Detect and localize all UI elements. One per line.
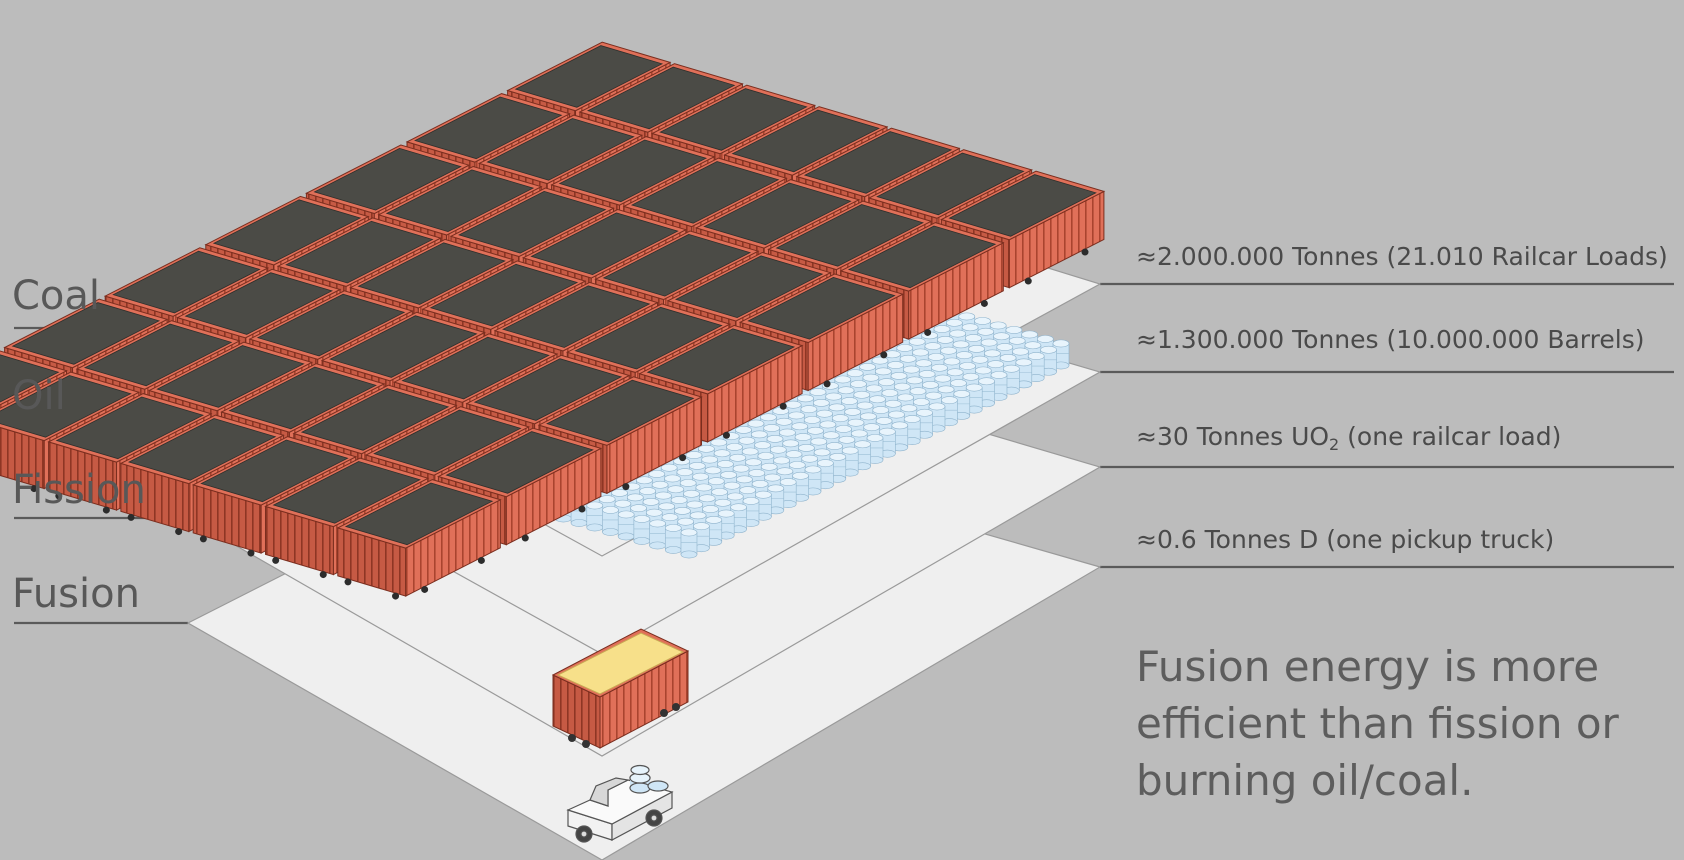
pickup-truck-icon (566, 764, 674, 843)
coal-railcar-icon (336, 479, 502, 600)
oil-barrel-icon (586, 501, 604, 532)
oil-barrel-icon (649, 519, 666, 550)
summary-note: Fusion energy is more efficient than fis… (1136, 642, 1619, 805)
amount-label-coal: ≈2.000.000 Tonnes (21.010 Railcar Loads) (1136, 242, 1668, 271)
amount-label-fusion: ≈0.6 Tonnes D (one pickup truck) (1136, 525, 1555, 554)
layer-label-fusion: Fusion (12, 571, 140, 617)
oil-barrel-icon (705, 515, 723, 546)
oil-barrel-icon (617, 510, 635, 541)
amount-label-fission: ≈30 Tonnes UO2 (one railcar load) (1136, 422, 1562, 453)
layer-label-oil: Oil (12, 373, 66, 419)
amount-fission-subscript: 2 (1329, 435, 1340, 454)
oil-barrel-icon (602, 506, 619, 536)
oil-barrel-icon (903, 415, 921, 445)
oil-barrel-icon (792, 471, 809, 502)
oil-barrel-icon (866, 434, 884, 464)
oil-barrel-icon (717, 509, 735, 540)
oil-barrel-icon (891, 421, 909, 452)
oil-barrel-icon (1015, 358, 1033, 389)
oil-barrel-icon (1003, 364, 1020, 395)
oil-barrel-icon (755, 490, 772, 521)
layer-label-coal: Coal (12, 273, 101, 319)
oil-barrel-icon (829, 452, 847, 483)
leader-lines (14, 282, 1674, 625)
amount-fission-suffix: (one railcar load) (1339, 422, 1562, 451)
oil-barrel-icon (941, 396, 958, 427)
oil-barrel-icon (978, 377, 995, 408)
coal-railcars (0, 41, 1106, 600)
oil-barrel-icon (742, 497, 760, 527)
oil-barrel-icon (916, 408, 933, 439)
oil-barrel-icon (680, 528, 698, 559)
oil-barrel-icon (633, 515, 651, 545)
oil-barrel-icon (779, 478, 797, 508)
amount-label-oil: ≈1.300.000 Tonnes (10.000.000 Barrels) (1136, 325, 1645, 354)
uo2-railcar-icon (551, 628, 690, 749)
layer-label-fission: Fission (12, 467, 146, 513)
oil-barrel-icon (928, 402, 946, 433)
oil-barrel-icon (817, 459, 834, 490)
oil-barrel-icon (804, 465, 822, 496)
oil-barrel-icon (841, 446, 859, 477)
oil-barrel-icon (767, 484, 785, 515)
oil-barrel-icon (664, 524, 682, 554)
amount-fission-prefix: ≈30 Tonnes UO (1136, 422, 1330, 451)
oil-barrel-icon (953, 389, 971, 420)
oil-barrel-icon (1040, 345, 1057, 376)
oil-barrel-icon (879, 427, 896, 458)
